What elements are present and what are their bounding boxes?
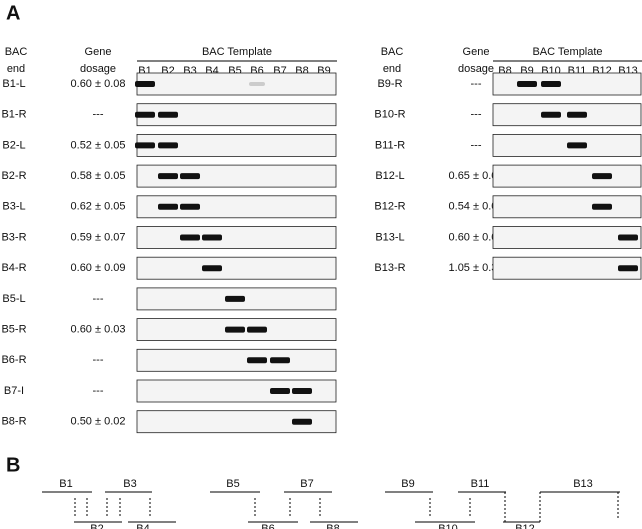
gel-band [270, 388, 290, 394]
bac-label: B4 [136, 523, 149, 529]
row-label: B1-R [1, 109, 26, 121]
gel-band [618, 235, 638, 241]
bac-label: B6 [261, 523, 274, 529]
gel-band [292, 419, 312, 425]
row-label: B2-R [1, 170, 26, 182]
gel-band [180, 204, 200, 210]
gene-dosage: --- [93, 293, 104, 305]
column-header: Gene [85, 46, 112, 58]
bac-label: B12 [515, 523, 535, 529]
gel-band [202, 235, 222, 241]
gel-image [137, 257, 336, 279]
gel-band [202, 265, 222, 271]
bac-label: B9 [401, 478, 414, 490]
gene-dosage: 0.60 ± 0.09 [71, 262, 126, 274]
bac-label: B5 [226, 478, 239, 490]
gel-band [135, 81, 155, 87]
gene-dosage: 0.60 ± 0.03 [71, 324, 126, 336]
gel-band [225, 296, 245, 302]
row-label: B5-L [2, 293, 25, 305]
row-label: B3-L [2, 201, 25, 213]
gel-band [247, 327, 267, 333]
gel-band [247, 357, 267, 363]
bac-label: B3 [123, 478, 136, 490]
gel-band [158, 112, 178, 118]
gene-dosage: --- [471, 78, 482, 90]
gel-image [493, 73, 641, 95]
gene-dosage: 0.58 ± 0.05 [71, 170, 126, 182]
gel-band [618, 265, 638, 271]
row-label: B6-R [1, 354, 26, 366]
row-label: B10-R [374, 109, 405, 121]
row-label: B2-L [2, 139, 25, 151]
gel-band [541, 112, 561, 118]
gel-band [158, 173, 178, 179]
gel-image [137, 349, 336, 371]
bac-label: B10 [438, 523, 458, 529]
panel-label: A [6, 2, 20, 24]
bac-label: B13 [573, 478, 593, 490]
gene-dosage: --- [93, 385, 104, 397]
row-label: B4-R [1, 262, 26, 274]
row-label: B3-R [1, 231, 26, 243]
gene-dosage: --- [93, 354, 104, 366]
column-header: end [7, 63, 25, 75]
bac-label: B8 [326, 523, 339, 529]
gel-band [158, 204, 178, 210]
bac-label: B11 [471, 478, 490, 490]
column-header: dosage [458, 63, 494, 75]
bac-label: B7 [300, 478, 313, 490]
gel-band [517, 81, 537, 87]
column-header: end [383, 63, 401, 75]
gel-band [158, 142, 178, 148]
gel-image [493, 196, 641, 218]
gene-dosage: 0.62 ± 0.05 [71, 201, 126, 213]
row-label: B12-L [375, 170, 404, 182]
bac-label: B2 [90, 523, 103, 529]
template-title: BAC Template [532, 46, 602, 58]
bac-label: B1 [59, 478, 72, 490]
row-label: B9-R [377, 78, 402, 90]
column-header: BAC [5, 46, 28, 58]
panel-label: B [6, 454, 20, 476]
gene-dosage: --- [93, 109, 104, 121]
row-label: B11-R [375, 139, 405, 151]
gel-band [135, 142, 155, 148]
gel-band [249, 82, 265, 86]
gel-band [567, 142, 587, 148]
gel-band [567, 112, 587, 118]
gene-dosage: 0.50 ± 0.02 [71, 416, 126, 428]
row-label: B12-R [374, 201, 405, 213]
gel-image [137, 227, 336, 249]
column-header: BAC [381, 46, 404, 58]
gel-band [225, 327, 245, 333]
gel-band [270, 357, 290, 363]
gene-dosage: 0.52 ± 0.05 [71, 139, 126, 151]
figure: A B BAC end Gene dosage BAC Template B1 B2 B3 B4… [0, 0, 642, 529]
row-label: B13-R [374, 262, 405, 274]
column-header: dosage [80, 63, 116, 75]
row-label: B7-I [4, 385, 24, 397]
gene-dosage: --- [471, 109, 482, 121]
gel-band [292, 388, 312, 394]
column-header: Gene [463, 46, 490, 58]
template-title: BAC Template [202, 46, 272, 58]
gel-band [592, 173, 612, 179]
gel-band [541, 81, 561, 87]
diagram [42, 492, 620, 522]
gel-band [180, 173, 200, 179]
gene-dosage: 0.59 ± 0.07 [71, 231, 126, 243]
gene-dosage: 0.60 ± 0.08 [71, 78, 126, 90]
row-label: B8-R [1, 416, 26, 428]
row-label: B13-L [375, 231, 404, 243]
gel-band [592, 204, 612, 210]
gel-band [135, 112, 155, 118]
row-label: B1-L [2, 78, 25, 90]
row-label: B5-R [1, 324, 26, 336]
gel-image [493, 165, 641, 187]
gene-dosage: --- [471, 139, 482, 151]
gel-image [137, 73, 336, 95]
gel-band [180, 235, 200, 241]
